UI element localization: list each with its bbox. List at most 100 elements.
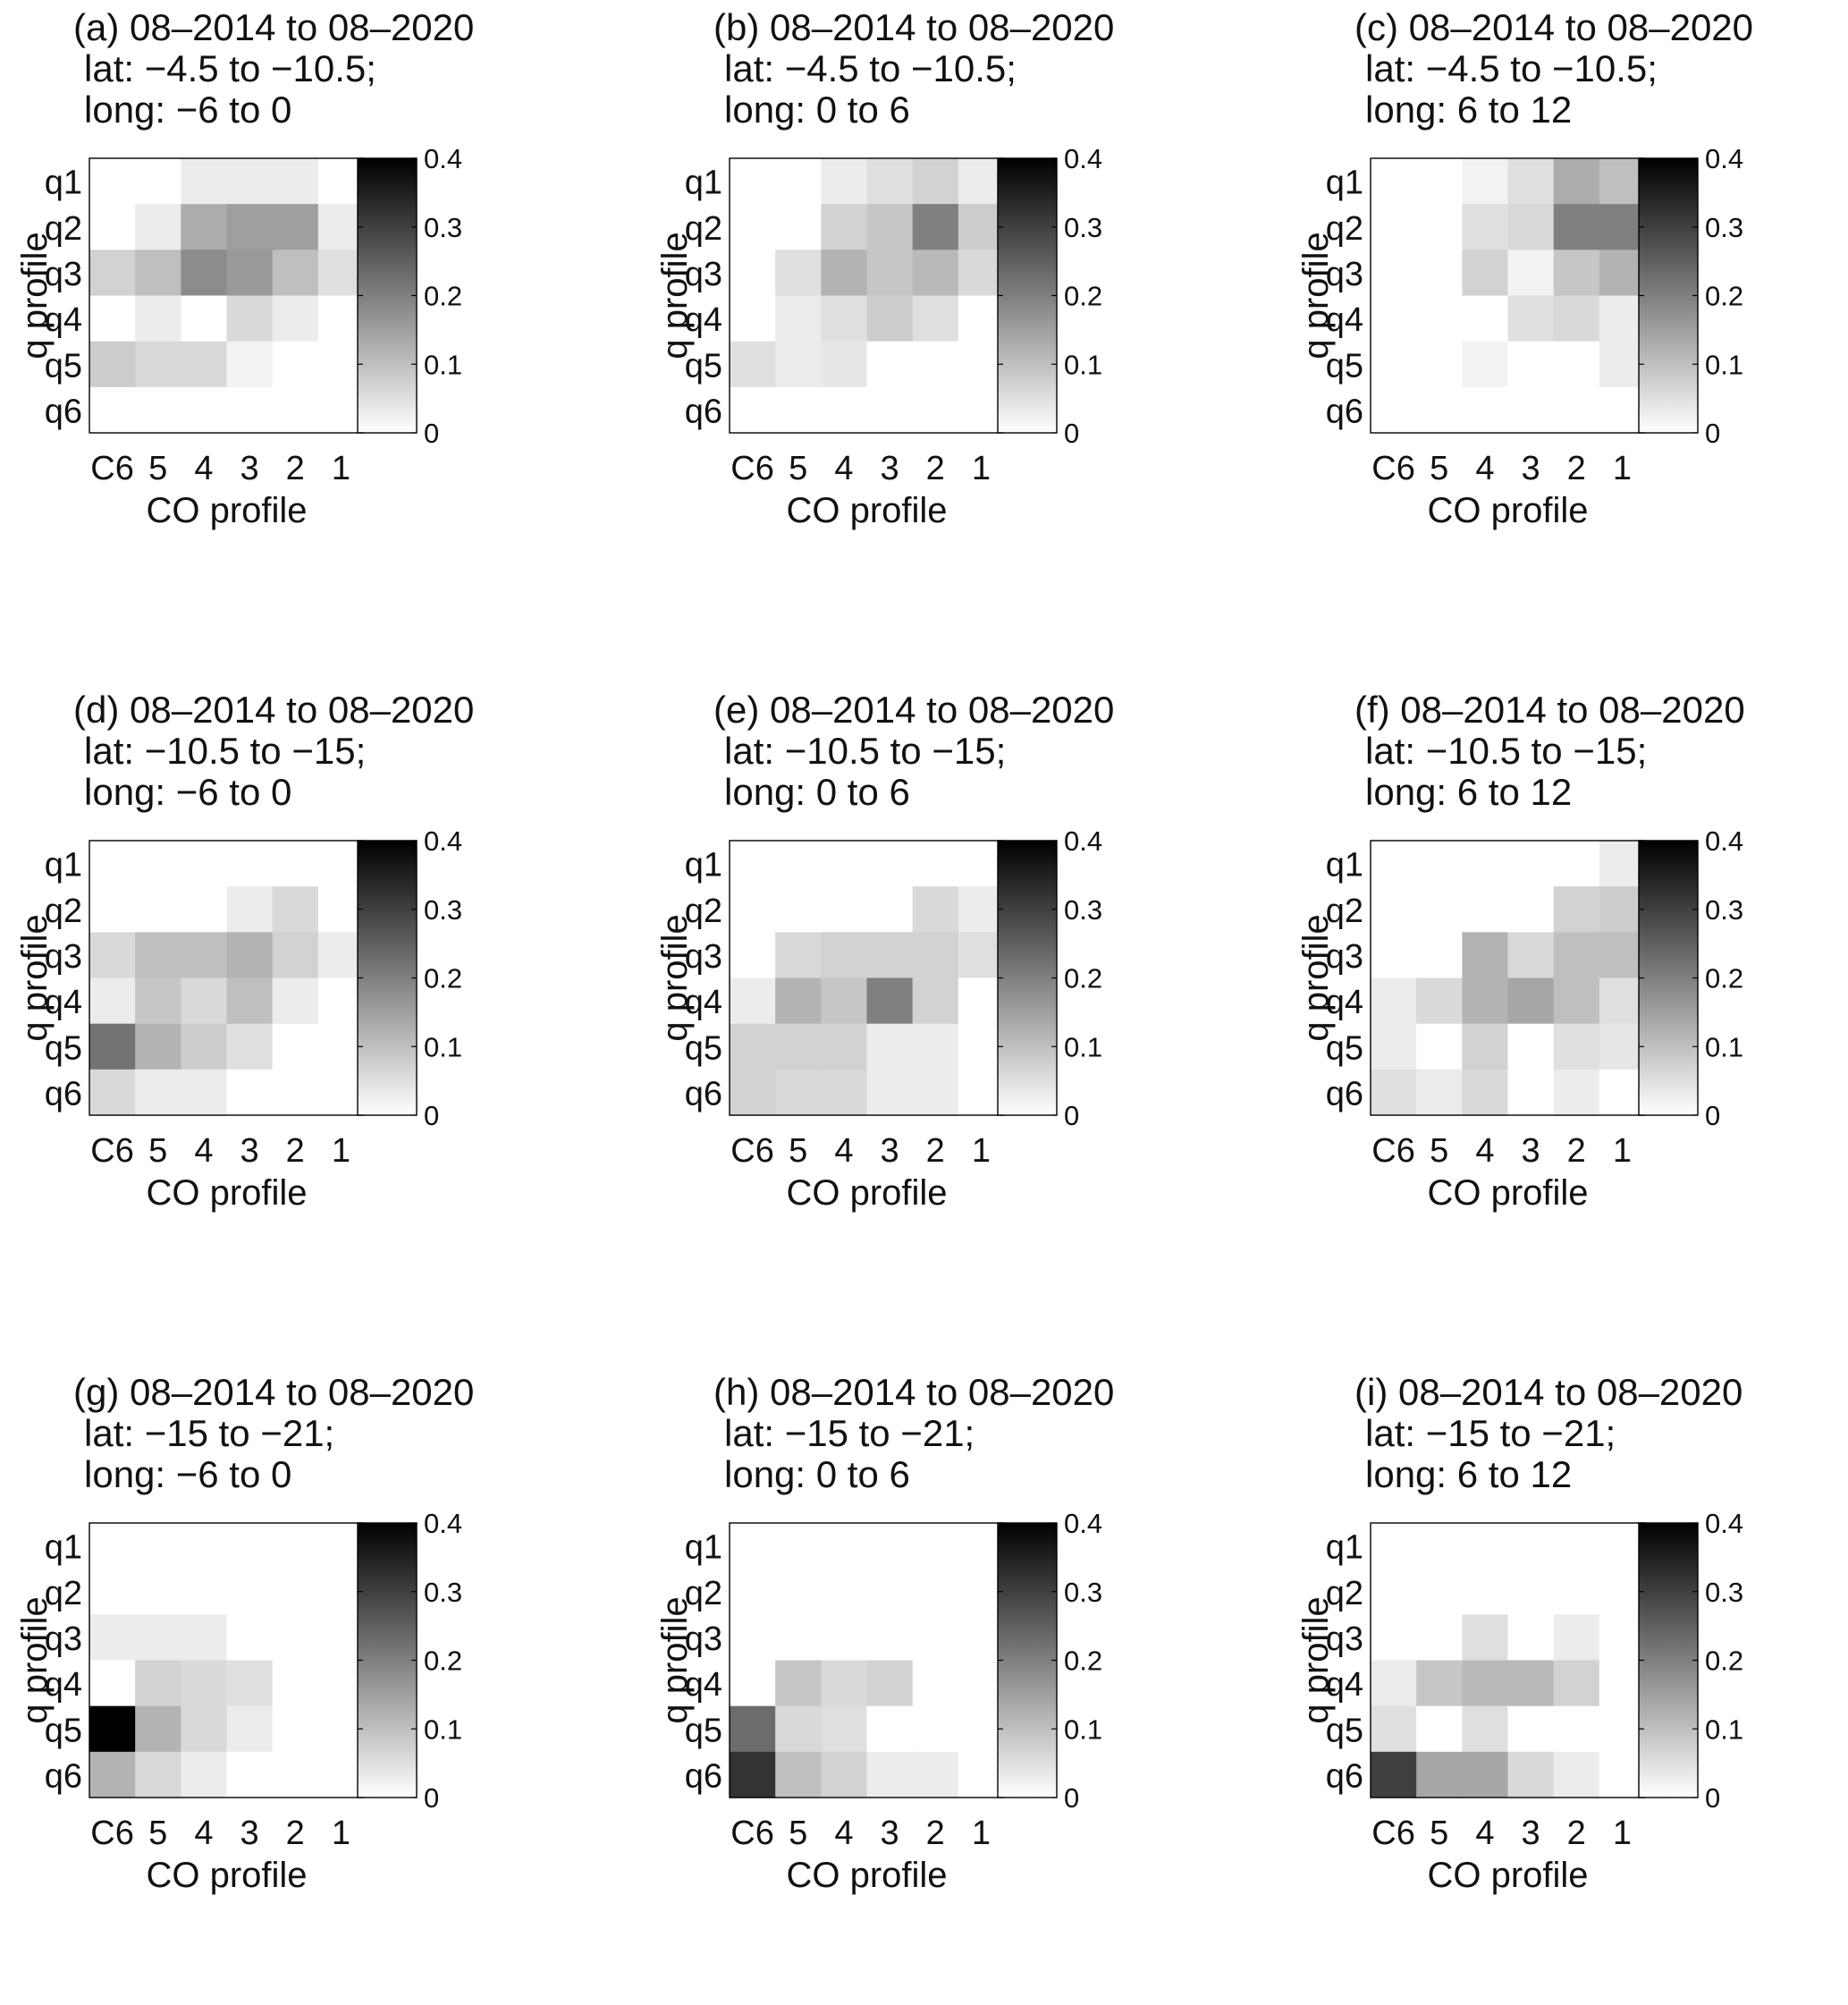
panel-title-line: long: 6 to 12 <box>1365 771 1573 813</box>
heatmap-cell <box>272 1023 319 1070</box>
heatmap-cell <box>1553 1614 1600 1662</box>
heatmap-cell <box>135 1023 181 1070</box>
colorbar-tick-label: 0.3 <box>424 1577 462 1608</box>
y-tick-label: q6 <box>685 393 722 430</box>
x-axis-label: CO profile <box>786 491 947 530</box>
heatmap-cell <box>912 386 959 434</box>
colorbar-tick-label: 0 <box>424 418 439 449</box>
heatmap-cell <box>226 1023 274 1070</box>
x-tick-label: 2 <box>926 450 945 487</box>
heatmap-cell <box>1599 341 1646 388</box>
heatmap-cell <box>135 1569 181 1615</box>
heatmap-cell <box>1416 250 1463 297</box>
x-tick-label: 1 <box>972 1815 991 1852</box>
heatmap-cell <box>181 1069 228 1116</box>
heatmap-cell <box>866 1705 914 1753</box>
heatmap-cell <box>1416 1069 1463 1116</box>
panel-title-line: (b) 08–2014 to 08–2020 <box>713 6 1115 48</box>
panel-title: (f) 08–2014 to 08–2020 lat: −10.5 to −15;… <box>1354 689 1745 813</box>
panel-title-line: long: 6 to 12 <box>1365 1453 1573 1495</box>
heatmap-cell <box>1553 841 1600 887</box>
heatmap-cell <box>821 204 868 250</box>
heatmap-cell <box>1371 977 1417 1025</box>
heatmap-cell <box>1553 1660 1600 1707</box>
x-tick-label: 3 <box>240 450 259 487</box>
colorbar-tick-label: 0.2 <box>424 281 462 312</box>
heatmap-cell <box>1416 886 1463 933</box>
heatmap-cell <box>135 1751 181 1798</box>
heatmap-cell <box>912 1023 959 1070</box>
x-tick-label: 4 <box>834 450 853 487</box>
heatmap-cell <box>1507 1660 1555 1707</box>
heatmap-cell <box>1507 295 1555 343</box>
heatmap-cell <box>1416 1705 1463 1753</box>
heatmap-cell <box>1462 204 1509 250</box>
heatmap-cell <box>821 386 868 434</box>
heatmap-cell <box>1507 1523 1555 1569</box>
heatmap-cell <box>1599 1705 1646 1753</box>
heatmap-cell <box>272 1569 319 1615</box>
y-tick-label: q5 <box>685 1029 722 1067</box>
heatmap-cell <box>821 1751 868 1798</box>
heatmap-cell <box>1599 386 1646 434</box>
heatmap-cell <box>226 1660 274 1707</box>
colorbar <box>1638 840 1699 1116</box>
colorbar-tick-label: 0.3 <box>1705 894 1743 926</box>
heatmap-cell <box>1599 1569 1646 1615</box>
heatmap-cell <box>226 1614 274 1662</box>
heatmap-cell <box>1462 841 1509 887</box>
heatmap-cell <box>1371 1614 1417 1662</box>
y-tick-label: q3 <box>685 256 722 293</box>
panel-title-line: lat: −4.5 to −10.5; <box>724 47 1017 89</box>
heatmap-cell <box>866 841 914 887</box>
x-tick-label: 4 <box>834 1132 853 1170</box>
x-tick-label: 2 <box>1567 1132 1586 1170</box>
y-tick-label: q2 <box>685 210 722 248</box>
x-tick-label: 1 <box>1613 1815 1632 1852</box>
x-tick-label: 4 <box>1475 1132 1494 1170</box>
x-tick-label: 5 <box>148 1132 167 1170</box>
heatmap-cell <box>958 341 1005 388</box>
y-tick-label: q5 <box>1326 347 1363 385</box>
heatmap-cell <box>912 1069 959 1116</box>
y-tick-label: q3 <box>685 938 722 976</box>
heatmap-cell <box>730 1523 776 1569</box>
y-tick-label: q3 <box>685 1620 722 1658</box>
colorbar-tick-label: 0.4 <box>1064 1508 1102 1539</box>
x-tick-label: 2 <box>926 1815 945 1852</box>
heatmap-cell <box>958 1523 1005 1569</box>
heatmap-cell <box>1416 1523 1463 1569</box>
heatmap-cell <box>730 386 776 434</box>
y-tick-label: q4 <box>1326 301 1363 339</box>
heatmap-cell <box>730 204 776 250</box>
x-tick-label: 2 <box>1567 1815 1586 1852</box>
heatmap-cell <box>226 1705 274 1753</box>
heatmap-cell <box>1507 932 1555 979</box>
x-tick-label: 4 <box>194 450 213 487</box>
heatmap-cell <box>1507 1023 1555 1070</box>
heatmap-cell <box>181 341 228 388</box>
heatmap-cell <box>775 250 822 297</box>
y-tick-label: q2 <box>45 893 82 930</box>
heatmap-cell <box>958 386 1005 434</box>
x-tick-label: 2 <box>926 1132 945 1170</box>
heatmap-cell <box>317 386 365 434</box>
heatmap-panel: (h) 08–2014 to 08–2020 lat: −15 to −21; lo… <box>640 1365 1256 2005</box>
heatmap-cell <box>317 1023 365 1070</box>
heatmap-cell <box>775 1523 822 1569</box>
heatmap-cell <box>866 341 914 388</box>
heatmap-cell <box>866 295 914 343</box>
heatmap-cell <box>1462 386 1509 434</box>
heatmap-cell <box>1371 386 1417 434</box>
colorbar-tick-label: 0.2 <box>1705 281 1743 312</box>
heatmap-cell <box>730 886 776 933</box>
heatmap-cell <box>317 1523 365 1569</box>
heatmap-cell <box>1599 1660 1646 1707</box>
x-tick-label: 5 <box>789 450 807 487</box>
heatmap-cell <box>1507 158 1555 205</box>
heatmap-cell <box>317 158 365 205</box>
heatmap-cell <box>1371 932 1417 979</box>
heatmap-cell <box>730 1023 776 1070</box>
heatmap-cell <box>1599 1069 1646 1116</box>
heatmap-cell <box>1462 250 1509 297</box>
